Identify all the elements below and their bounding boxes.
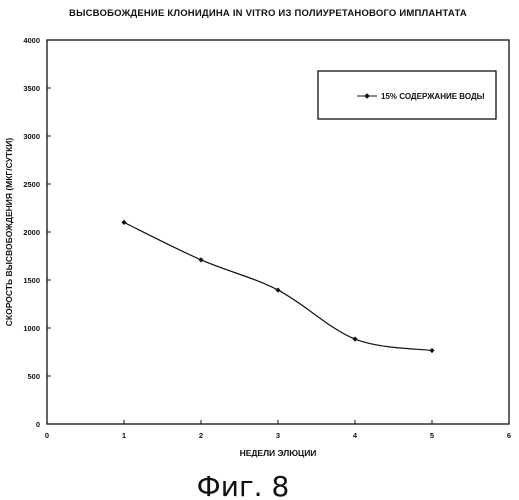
- legend: 15% СОДЕРЖАНИЕ ВОДЫ: [318, 71, 496, 119]
- data-point: [198, 257, 203, 262]
- x-axis-label: НЕДЕЛИ ЭЛЮЦИИ: [240, 448, 317, 458]
- y-tick-label: 2500: [23, 180, 40, 189]
- y-tick-label: 1000: [23, 324, 40, 333]
- x-tick-label: 5: [430, 431, 434, 440]
- y-tick-label: 4000: [23, 36, 40, 45]
- y-tick-label: 3500: [23, 84, 40, 93]
- y-tick-label: 1500: [23, 276, 40, 285]
- y-tick-label: 3000: [23, 132, 40, 141]
- data-point: [352, 336, 357, 341]
- chart-title: ВЫСВОБОЖДЕНИЕ КЛОНИДИНА IN VITRO ИЗ ПОЛИ…: [69, 8, 467, 19]
- y-tick-label: 500: [27, 372, 40, 381]
- x-tick-label: 2: [199, 431, 203, 440]
- x-tick-label: 0: [45, 431, 49, 440]
- y-axis-label: СКОРОСТЬ ВЫСВОБОЖДЕНИЯ (МКГ/СУТКИ): [4, 138, 14, 327]
- y-tick-label: 2000: [23, 228, 40, 237]
- series-line: [124, 222, 432, 350]
- x-tick-label: 1: [122, 431, 126, 440]
- y-tick-label: 0: [36, 420, 40, 429]
- x-tick-label: 6: [507, 431, 511, 440]
- data-point: [275, 287, 280, 292]
- series-layer: [121, 220, 434, 353]
- x-axis-ticks: 0 1 2 3 4 5 6: [45, 420, 511, 440]
- x-tick-label: 3: [276, 431, 280, 440]
- data-point: [121, 220, 126, 225]
- legend-label: 15% СОДЕРЖАНИЕ ВОДЫ: [381, 92, 485, 101]
- data-point: [429, 348, 434, 353]
- x-tick-label: 4: [353, 431, 358, 440]
- figure-caption: Фиг. 8: [197, 470, 290, 500]
